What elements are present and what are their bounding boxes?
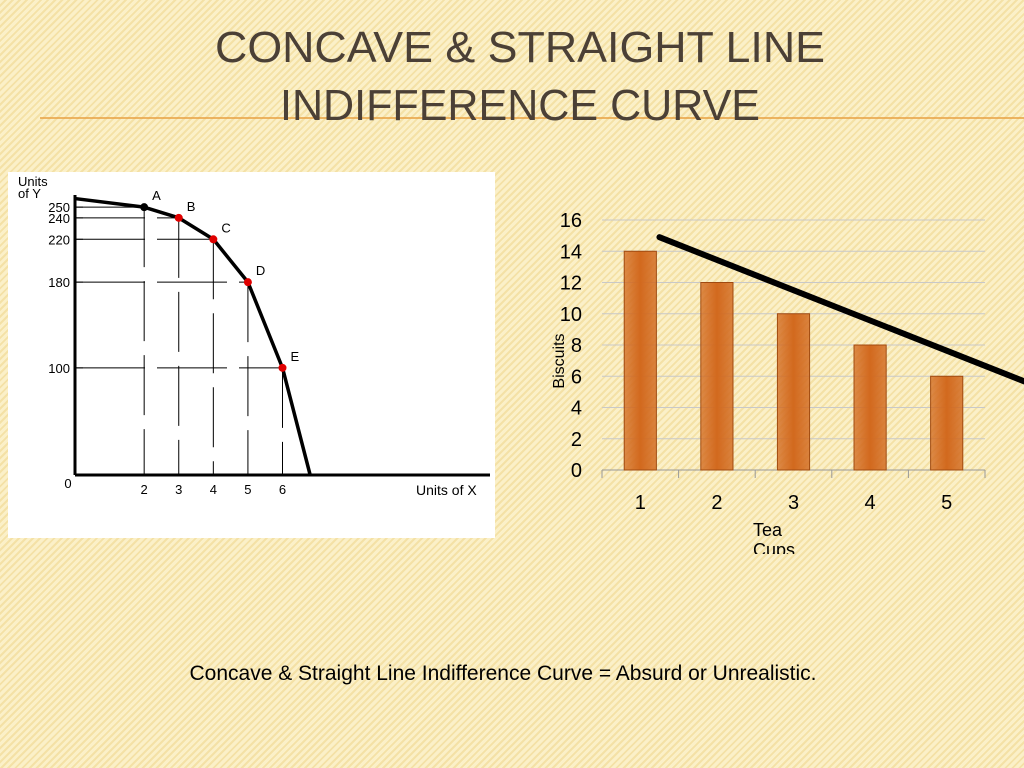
- point: [278, 363, 287, 372]
- x-tick-label: 5: [941, 492, 952, 514]
- title-line: CONCAVE & STRAIGHT LINE: [215, 23, 825, 72]
- x-tick-label: 3: [788, 492, 799, 514]
- y-tick-label: 220: [48, 232, 70, 247]
- y-axis-label: Biscuits: [551, 333, 568, 389]
- point-label: C: [221, 220, 230, 235]
- bar: [623, 250, 657, 471]
- y-tick-label: 0: [571, 460, 582, 482]
- point: [140, 203, 149, 212]
- y-tick-label: 12: [560, 273, 582, 295]
- point: [174, 213, 183, 222]
- bar: [700, 282, 734, 471]
- y-tick-label: 100: [48, 361, 70, 376]
- point-label: D: [256, 263, 265, 278]
- y-tick-label: 250: [48, 200, 70, 215]
- x-tick-label: 1: [635, 492, 646, 514]
- chart-panel: [8, 172, 495, 538]
- x-tick-label: 2: [711, 492, 722, 514]
- x-tick-label: 3: [175, 482, 182, 497]
- title-line: INDIFFERENCE CURVE: [280, 81, 760, 130]
- x-tick-label: 2: [141, 482, 148, 497]
- bar: [853, 344, 887, 471]
- x-axis-label: Units of X: [416, 482, 477, 498]
- y-tick-label: 0: [64, 476, 71, 491]
- y-tick-label: 180: [48, 275, 70, 290]
- point: [243, 278, 252, 287]
- x-tick-label: 4: [865, 492, 876, 514]
- point-label: E: [291, 349, 300, 364]
- y-tick-label: 14: [560, 241, 582, 263]
- x-tick-label: 6: [279, 482, 286, 497]
- y-axis-label: Units of Y: [18, 174, 48, 201]
- y-tick-label: 8: [571, 335, 582, 357]
- x-axis-label: Tea Cups: [753, 520, 796, 554]
- y-tick-label: 16: [560, 210, 582, 232]
- point: [209, 235, 218, 244]
- y-tick-label: 2: [571, 429, 582, 451]
- y-tick-label: 240: [48, 211, 70, 226]
- point-label: A: [152, 188, 161, 203]
- y-tick-label: 4: [571, 398, 582, 420]
- y-tick-label: 6: [571, 366, 582, 388]
- y-tick-label: 10: [560, 304, 582, 326]
- x-tick-label: 4: [210, 482, 217, 497]
- trend-line: [656, 234, 1024, 385]
- x-tick-label: 5: [244, 482, 251, 497]
- point-label: B: [187, 199, 196, 214]
- bar: [930, 375, 964, 471]
- caption: Concave & Straight Line Indifference Cur…: [189, 662, 816, 685]
- bar: [776, 313, 811, 471]
